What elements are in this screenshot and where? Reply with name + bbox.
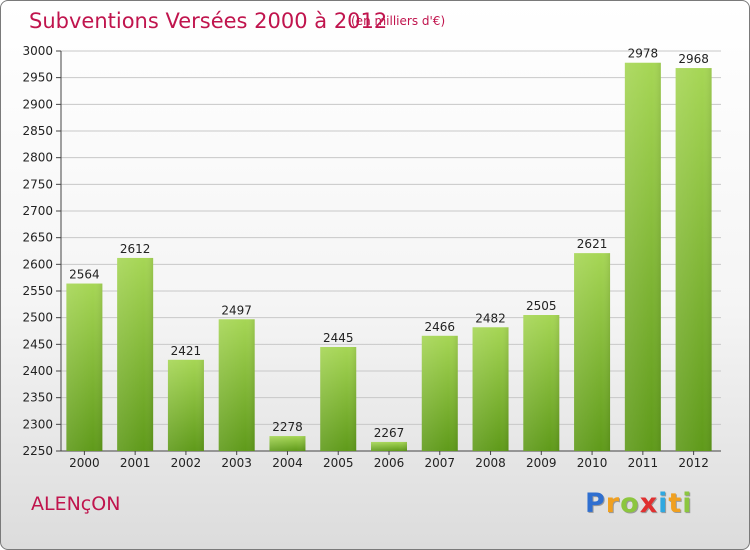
- y-tick-label: 2950: [22, 71, 53, 85]
- x-tick-label: 2009: [526, 456, 557, 470]
- bar-shade: [320, 347, 357, 451]
- bar-value-label: 2267: [374, 426, 405, 440]
- logo-letter: o: [620, 488, 640, 519]
- x-tick-label: 2005: [323, 456, 354, 470]
- city-name: ALENçON: [31, 493, 121, 515]
- logo-letter: i: [658, 488, 669, 519]
- x-tick-label: 2002: [171, 456, 202, 470]
- bar-shade: [523, 315, 560, 451]
- x-tick-label: 2000: [69, 456, 100, 470]
- bar-value-label: 2612: [120, 242, 151, 256]
- logo-letter: i: [682, 488, 693, 519]
- bar-shade: [117, 257, 154, 451]
- bar-value-label: 2482: [475, 311, 506, 325]
- logo-letter: r: [605, 488, 621, 519]
- bar-shade: [574, 253, 611, 451]
- x-tick-label: 2011: [628, 456, 659, 470]
- y-tick-label: 2900: [22, 97, 53, 111]
- bar-value-label: 2421: [171, 344, 202, 358]
- y-tick-label: 2800: [22, 151, 53, 165]
- x-tick-label: 2004: [272, 456, 303, 470]
- x-tick-label: 2012: [678, 456, 709, 470]
- bar-shade: [218, 319, 255, 451]
- logo-letter: P: [585, 488, 606, 519]
- y-tick-label: 2850: [22, 124, 53, 138]
- logo-letter: x: [639, 488, 659, 519]
- y-tick-label: 2400: [22, 364, 53, 378]
- y-tick-label: 2450: [22, 337, 53, 351]
- y-tick-label: 2550: [22, 284, 53, 298]
- y-tick-label: 2600: [22, 257, 53, 271]
- bar-value-label: 2978: [628, 47, 659, 61]
- axes: [56, 50, 721, 455]
- bar-value-label: 2445: [323, 331, 354, 345]
- bars: [66, 62, 712, 452]
- y-tick-label: 2500: [22, 311, 53, 325]
- y-tick-label: 2250: [22, 444, 53, 458]
- x-tick-label: 2008: [475, 456, 506, 470]
- bar-shade: [371, 441, 407, 451]
- bar-value-label: 2497: [221, 303, 252, 317]
- bar-shade: [472, 327, 509, 451]
- bar-value-label: 2968: [678, 52, 709, 66]
- bar-value-label: 2278: [272, 420, 303, 434]
- x-tick-label: 2006: [374, 456, 405, 470]
- bar-shade: [421, 335, 458, 451]
- bar-shade: [167, 359, 204, 451]
- bar-value-label: 2564: [69, 268, 100, 282]
- y-tick-label: 2300: [22, 417, 53, 431]
- y-tick-label: 2650: [22, 231, 53, 245]
- logo-letter: t: [668, 488, 683, 519]
- bar-value-label: 2621: [577, 237, 608, 251]
- x-tick-label: 2007: [424, 456, 455, 470]
- x-tick-label: 2001: [120, 456, 151, 470]
- y-tick-label: 2700: [22, 204, 53, 218]
- proxiti-logo: Proxiti: [585, 488, 693, 519]
- bar-value-label: 2505: [526, 299, 557, 313]
- bar-shade: [675, 68, 712, 452]
- x-tick-label: 2010: [577, 456, 608, 470]
- bar-shade: [66, 283, 103, 451]
- labels: 2250 2300 2350 2400 2450 2500 2550 2600 2650 2700…: [22, 44, 708, 470]
- gridlines: [61, 50, 721, 452]
- bar-value-label: 2466: [424, 320, 455, 334]
- y-tick-label: 3000: [22, 44, 53, 58]
- x-tick-label: 2003: [221, 456, 252, 470]
- chart-title: Subventions Versées 2000 à 2012: [29, 9, 388, 33]
- bar-shade: [624, 62, 661, 451]
- y-tick-label: 2750: [22, 177, 53, 191]
- bar-shade: [269, 436, 306, 451]
- chart-subtitle: (en milliers d'€): [351, 14, 446, 28]
- y-tick-label: 2350: [22, 391, 53, 405]
